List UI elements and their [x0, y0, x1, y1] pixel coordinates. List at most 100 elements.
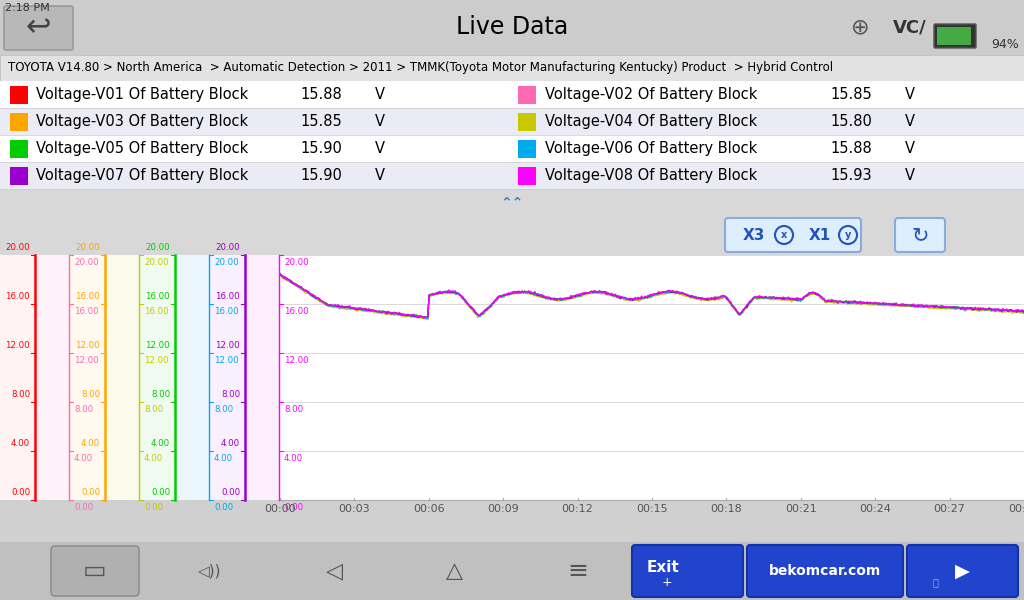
- Text: 20.00: 20.00: [215, 243, 240, 252]
- Text: ≡: ≡: [567, 559, 589, 583]
- Text: 12.00: 12.00: [284, 356, 308, 365]
- Text: ▶: ▶: [954, 562, 970, 581]
- Text: 0.00: 0.00: [151, 488, 170, 497]
- FancyBboxPatch shape: [210, 255, 245, 500]
- FancyBboxPatch shape: [10, 139, 28, 157]
- Text: 00:03: 00:03: [339, 504, 371, 514]
- Text: 00:18: 00:18: [711, 504, 742, 514]
- FancyBboxPatch shape: [0, 81, 1024, 108]
- Text: 00:06: 00:06: [413, 504, 444, 514]
- Text: 0.00: 0.00: [81, 488, 100, 497]
- Text: 20.00: 20.00: [284, 258, 308, 267]
- Text: ⊕: ⊕: [851, 17, 869, 37]
- FancyBboxPatch shape: [10, 85, 28, 103]
- Text: Voltage-V07 Of Battery Block: Voltage-V07 Of Battery Block: [36, 168, 249, 183]
- Text: 4.00: 4.00: [214, 454, 233, 463]
- Text: V: V: [375, 114, 385, 129]
- Text: 4.00: 4.00: [11, 439, 30, 448]
- Text: 00:27: 00:27: [934, 504, 966, 514]
- Text: Live Data: Live Data: [456, 15, 568, 39]
- Text: V: V: [375, 168, 385, 183]
- Text: 15.88: 15.88: [300, 87, 342, 102]
- FancyBboxPatch shape: [0, 162, 1024, 189]
- Text: VC/: VC/: [893, 18, 927, 36]
- Text: 8.00: 8.00: [214, 405, 233, 414]
- Text: 20.00: 20.00: [145, 243, 170, 252]
- Text: 00:21: 00:21: [785, 504, 817, 514]
- Text: 4.00: 4.00: [81, 439, 100, 448]
- Text: Voltage-V01 Of Battery Block: Voltage-V01 Of Battery Block: [36, 87, 248, 102]
- Text: Voltage-V08 Of Battery Block: Voltage-V08 Of Battery Block: [545, 168, 758, 183]
- Text: 16.00: 16.00: [5, 292, 30, 301]
- Text: 20.00: 20.00: [76, 243, 100, 252]
- Text: 0.00: 0.00: [221, 488, 240, 497]
- FancyBboxPatch shape: [895, 218, 945, 252]
- Text: 00:24: 00:24: [859, 504, 891, 514]
- FancyBboxPatch shape: [725, 218, 861, 252]
- FancyBboxPatch shape: [937, 27, 971, 45]
- Text: 8.00: 8.00: [74, 405, 93, 414]
- FancyBboxPatch shape: [746, 545, 903, 597]
- Text: 20.00: 20.00: [5, 243, 30, 252]
- Text: 8.00: 8.00: [284, 405, 303, 414]
- Text: 0.00: 0.00: [11, 488, 30, 497]
- Text: 16.00: 16.00: [145, 292, 170, 301]
- FancyBboxPatch shape: [10, 166, 28, 185]
- FancyBboxPatch shape: [35, 255, 70, 500]
- Text: Voltage-V05 Of Battery Block: Voltage-V05 Of Battery Block: [36, 141, 248, 156]
- Text: 4.00: 4.00: [221, 439, 240, 448]
- Text: 0.00: 0.00: [144, 503, 163, 512]
- Text: V: V: [375, 87, 385, 102]
- Text: 00:00: 00:00: [264, 504, 296, 514]
- Text: bekomcar.com: bekomcar.com: [769, 564, 881, 578]
- Text: 15.88: 15.88: [830, 141, 871, 156]
- Text: ⌃⌃: ⌃⌃: [501, 195, 523, 209]
- Text: Voltage-V06 Of Battery Block: Voltage-V06 Of Battery Block: [545, 141, 758, 156]
- Text: 00:09: 00:09: [487, 504, 519, 514]
- Text: Voltage-V04 Of Battery Block: Voltage-V04 Of Battery Block: [545, 114, 758, 129]
- FancyBboxPatch shape: [907, 545, 1018, 597]
- FancyBboxPatch shape: [51, 546, 139, 596]
- Text: V: V: [905, 168, 915, 183]
- FancyBboxPatch shape: [4, 6, 73, 50]
- Text: 12.00: 12.00: [215, 341, 240, 350]
- FancyBboxPatch shape: [175, 255, 210, 500]
- Text: ◁: ◁: [327, 561, 344, 581]
- Text: 4.00: 4.00: [144, 454, 163, 463]
- FancyBboxPatch shape: [934, 24, 976, 48]
- Text: x: x: [781, 230, 787, 240]
- FancyBboxPatch shape: [0, 108, 1024, 135]
- Text: TOYOTA V14.80 > North America  > Automatic Detection > 2011 > TMMK(Toyota Motor : TOYOTA V14.80 > North America > Automati…: [8, 61, 834, 74]
- Text: 16.00: 16.00: [144, 307, 169, 316]
- Text: 15.90: 15.90: [300, 168, 342, 183]
- Text: 4.00: 4.00: [151, 439, 170, 448]
- FancyBboxPatch shape: [0, 135, 1024, 162]
- Text: 4.00: 4.00: [74, 454, 93, 463]
- FancyBboxPatch shape: [245, 255, 280, 500]
- Text: Exit: Exit: [646, 559, 679, 575]
- Text: y: y: [845, 230, 851, 240]
- Text: 0.00: 0.00: [214, 503, 233, 512]
- FancyBboxPatch shape: [0, 0, 1024, 55]
- Text: ↩: ↩: [26, 13, 51, 43]
- FancyBboxPatch shape: [0, 542, 1024, 600]
- FancyBboxPatch shape: [0, 55, 1024, 81]
- Text: 00:30: 00:30: [1009, 504, 1024, 514]
- Text: ⬛: ⬛: [932, 577, 938, 587]
- Text: 8.00: 8.00: [151, 390, 170, 399]
- FancyBboxPatch shape: [632, 545, 743, 597]
- Text: 8.00: 8.00: [11, 390, 30, 399]
- Text: 20.00: 20.00: [144, 258, 169, 267]
- Text: 15.85: 15.85: [830, 87, 871, 102]
- FancyBboxPatch shape: [518, 139, 536, 157]
- Text: 8.00: 8.00: [144, 405, 163, 414]
- Text: 0.00: 0.00: [284, 503, 303, 512]
- Text: X1: X1: [809, 227, 831, 242]
- Text: 4.00: 4.00: [284, 454, 303, 463]
- Text: 15.90: 15.90: [300, 141, 342, 156]
- FancyBboxPatch shape: [140, 255, 175, 500]
- Text: 8.00: 8.00: [221, 390, 240, 399]
- Text: V: V: [375, 141, 385, 156]
- FancyBboxPatch shape: [10, 113, 28, 130]
- Text: 15.80: 15.80: [830, 114, 871, 129]
